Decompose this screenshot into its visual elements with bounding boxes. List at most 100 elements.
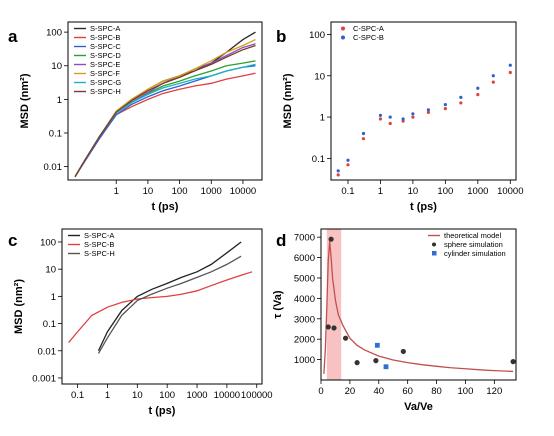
series-s-spc-a — [97, 241, 242, 352]
legend-label: S-SPC-A — [84, 231, 114, 240]
x-tick-label: 10000 — [230, 186, 256, 197]
series-s-spc-b — [68, 271, 253, 343]
series-c-spc-a — [336, 70, 512, 177]
data-point — [342, 335, 349, 341]
data-point — [336, 169, 340, 173]
series-line — [323, 241, 514, 374]
x-axis-title: Va/Ve — [404, 401, 433, 413]
y-tick-label: 5000 — [294, 273, 315, 284]
data-point — [491, 80, 495, 84]
series-s-spc-h — [97, 255, 242, 354]
y-axis-title: τ (Va) — [272, 290, 284, 318]
data-point — [383, 364, 389, 370]
x-axis-title: t (ps) — [152, 201, 179, 213]
x-tick-label: 10000 — [214, 390, 240, 401]
x-tick-label: 20 — [345, 386, 356, 397]
x-tick-label: 40 — [373, 386, 384, 397]
panel-c: c 0.1 1 10 100 1000 10000 100000 0.001 0.01 0.1 1 10… — [8, 228, 273, 417]
y-axis-title: MSD (nm²) — [282, 73, 294, 128]
x-tick-label: 1 — [114, 186, 119, 197]
y-tick-label: 3000 — [294, 314, 315, 325]
y-tick-label: 6000 — [294, 253, 315, 264]
data-point — [401, 117, 405, 121]
data-point — [476, 86, 480, 90]
series-line — [97, 255, 242, 354]
legend-swatch — [341, 35, 345, 40]
data-point — [373, 358, 379, 364]
y-tick-label: 2000 — [294, 335, 315, 346]
data-point — [328, 236, 334, 242]
legend-label: S-SPC-D — [90, 51, 121, 60]
legend-label: S-SPC-F — [90, 69, 120, 78]
series-line — [68, 271, 253, 343]
series-theoretical-model — [323, 241, 514, 374]
legend-swatch — [432, 251, 437, 256]
x-tick-label: 60 — [402, 386, 413, 397]
series-sphere-simulation — [325, 236, 516, 366]
legend-swatch — [341, 26, 345, 31]
y-tick-label: 100 — [309, 30, 325, 41]
data-point — [346, 158, 350, 162]
y-tick-label: 10 — [45, 265, 56, 276]
legend-label: S-SPC-H — [90, 87, 121, 96]
legend-swatch — [432, 242, 436, 247]
legend: C-SPC-AC-SPC-B — [341, 24, 384, 42]
data-point — [459, 101, 463, 105]
series-line — [97, 241, 242, 352]
legend-label: S-SPC-E — [90, 60, 120, 69]
y-tick-label: 1 — [320, 113, 325, 124]
series-cylinder-simulation — [374, 342, 389, 370]
series-c-spc-b — [336, 63, 512, 173]
legend-label: sphere simulation — [444, 240, 503, 249]
data-point — [411, 112, 415, 116]
x-tick-label: 0 — [318, 386, 323, 397]
y-tick-label: 1 — [51, 292, 56, 303]
y-tick-label: 1 — [57, 95, 62, 106]
plot-frame — [61, 228, 263, 385]
data-point — [508, 70, 512, 75]
panel-d: d 0 20 40 60 80 100 120 1000 2000 3000 4000 5000 6000… — [272, 228, 517, 413]
legend-label: S-SPC-C — [90, 42, 121, 51]
panel-letter: b — [276, 27, 286, 46]
y-tick-label: 0.1 — [312, 154, 325, 165]
data-point — [476, 92, 480, 97]
y-tick-label: 10 — [314, 71, 325, 82]
data-point — [388, 115, 392, 119]
x-axis-title: t (ps) — [149, 405, 176, 417]
x-tick-label: 1000 — [467, 186, 488, 197]
x-tick-label: 10 — [132, 390, 143, 401]
plot-frame — [330, 21, 517, 181]
panel-a: a 1 10 100 1000 10000 0.01 0.1 1 10 100 t (ps) MSD (… — [8, 21, 263, 213]
data-point — [354, 360, 360, 366]
legend-label: cylinder simulation — [444, 249, 506, 258]
data-point — [426, 110, 430, 114]
x-tick-label: 100 — [172, 186, 188, 197]
legend-label: S-SPC-B — [84, 240, 114, 249]
x-tick-label: 100 — [437, 186, 453, 197]
legend: S-SPC-AS-SPC-BS-SPC-CS-SPC-DS-SPC-ES-SPC… — [74, 24, 121, 96]
y-tick-label: 0.01 — [44, 162, 63, 173]
plot-frame — [320, 228, 517, 381]
x-tick-label: 10 — [408, 186, 419, 197]
data-point — [459, 95, 463, 99]
legend-label: S-SPC-B — [90, 33, 120, 42]
legend-label: S-SPC-G — [90, 78, 121, 87]
data-point — [443, 107, 447, 111]
panel-letter: d — [276, 231, 286, 250]
x-tick-label: 1 — [105, 390, 110, 401]
data-point — [374, 342, 380, 348]
y-tick-label: 10 — [51, 61, 62, 72]
y-tick-label: 0.01 — [38, 346, 57, 357]
y-tick-label: 7000 — [294, 233, 315, 244]
data-point — [510, 359, 516, 365]
panel-letter: a — [8, 27, 18, 46]
y-tick-label: 0.1 — [49, 128, 62, 139]
panel-letter: c — [8, 231, 17, 250]
x-tick-label: 10000 — [497, 186, 523, 197]
series-s-spc-h — [74, 44, 256, 178]
data-point — [361, 131, 366, 136]
x-tick-label: 100 — [458, 386, 474, 397]
y-axis-title: MSD (nm²) — [19, 73, 31, 128]
